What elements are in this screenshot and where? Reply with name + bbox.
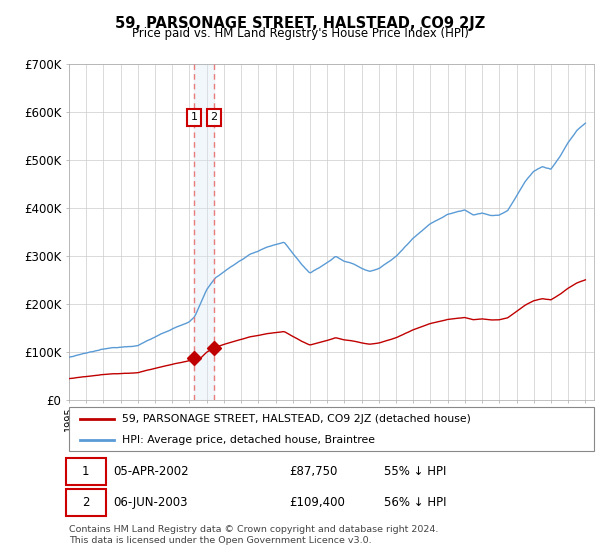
Text: 1: 1 <box>191 112 197 122</box>
Text: 59, PARSONAGE STREET, HALSTEAD, CO9 2JZ (detached house): 59, PARSONAGE STREET, HALSTEAD, CO9 2JZ … <box>121 414 470 424</box>
Text: £87,750: £87,750 <box>290 465 338 478</box>
Text: 2: 2 <box>211 112 218 122</box>
Text: £109,400: £109,400 <box>290 496 346 509</box>
Text: 2: 2 <box>82 496 89 509</box>
Text: 59, PARSONAGE STREET, HALSTEAD, CO9 2JZ: 59, PARSONAGE STREET, HALSTEAD, CO9 2JZ <box>115 16 485 31</box>
Bar <box>194 64 214 400</box>
FancyBboxPatch shape <box>69 407 594 451</box>
Text: Contains HM Land Registry data © Crown copyright and database right 2024.
This d: Contains HM Land Registry data © Crown c… <box>69 525 439 545</box>
FancyBboxPatch shape <box>67 489 106 516</box>
Text: Price paid vs. HM Land Registry's House Price Index (HPI): Price paid vs. HM Land Registry's House … <box>131 27 469 40</box>
Text: 56% ↓ HPI: 56% ↓ HPI <box>384 496 446 509</box>
Text: 05-APR-2002: 05-APR-2002 <box>113 465 189 478</box>
Text: HPI: Average price, detached house, Braintree: HPI: Average price, detached house, Brai… <box>121 435 374 445</box>
FancyBboxPatch shape <box>67 458 106 486</box>
Text: 55% ↓ HPI: 55% ↓ HPI <box>384 465 446 478</box>
Text: 1: 1 <box>82 465 89 478</box>
Text: 06-JUN-2003: 06-JUN-2003 <box>113 496 188 509</box>
